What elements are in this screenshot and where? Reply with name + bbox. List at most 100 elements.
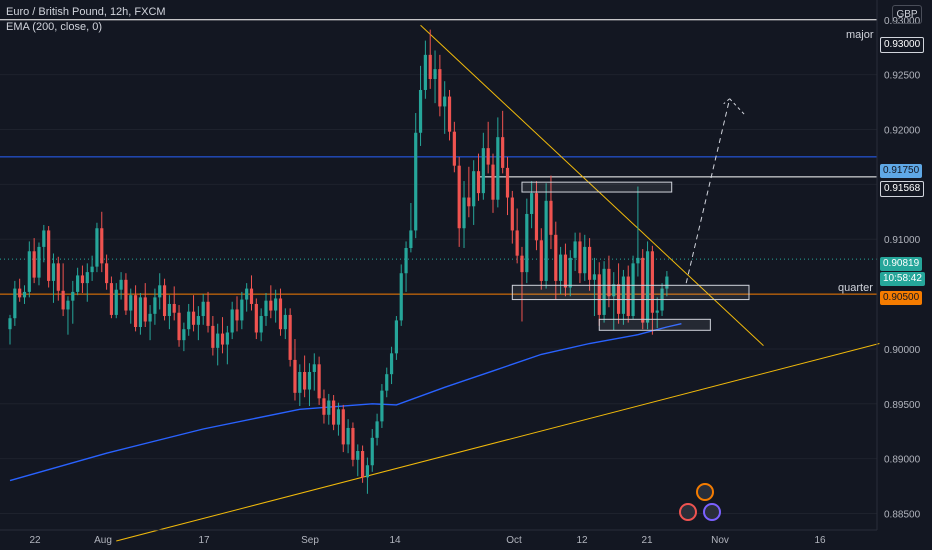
price-tick-label: 0.93000 [884,16,921,27]
candle-body-up [95,228,99,267]
candle-body-up [312,364,316,372]
candle-body-up [240,299,244,321]
zone-rectangle[interactable] [598,318,711,331]
zone-rectangle[interactable] [521,181,673,193]
candle-body-up [370,437,374,466]
candle-body-up [583,246,587,274]
candle-body-down [641,257,645,323]
candle-body-up [187,311,191,330]
candle-body-up [404,247,408,274]
price-tag-blue-level: 0.91750 [880,164,923,178]
projection-arrowhead[interactable] [723,98,730,105]
rectangle-zones[interactable] [511,181,750,331]
candle-body-up [380,390,384,422]
time-tick-label: Nov [711,535,729,546]
candle-body-down [520,255,524,273]
candle-body-up [365,465,370,478]
price-tag-white-level: 0.91568 [880,181,925,197]
projection-arrow[interactable] [685,98,745,284]
candle-body-up [66,300,70,310]
candle-body-up [496,137,500,200]
candle-body-down [501,137,505,168]
trendlines[interactable] [116,24,880,542]
symbol-title: Euro / British Pound, 12h, FXCM [6,6,166,18]
idea-icons[interactable] [679,483,721,521]
candle-body-down [254,303,258,333]
idea-avatar-icon[interactable] [679,503,697,521]
candle-body-down [534,193,539,241]
candle-body-down [235,309,239,321]
candle-body-up [51,263,56,281]
zone-rectangle[interactable] [511,284,750,301]
candle-body-down [278,298,283,330]
candle-body-up [665,276,669,289]
price-tick-label: 0.90000 [884,345,921,356]
candle-body-down [452,131,456,166]
candle-body-down [476,171,481,194]
candle-body-up [631,263,635,317]
candle-body-down [293,359,297,393]
price-tick-label: 0.91000 [884,235,921,246]
candle-body-up [158,285,162,298]
quarter-label: quarter [838,282,873,294]
idea-avatar-icon[interactable] [703,503,721,521]
horizontal-levels[interactable] [0,19,877,515]
candle-body-down [510,197,514,231]
candle-body-up [22,291,27,298]
candle-body-up [76,275,80,292]
candle-body-down [206,301,210,326]
time-tick-label: Oct [506,535,522,546]
time-tick-label: 17 [198,535,210,546]
candle-body-up [245,288,249,300]
trendline-descending[interactable] [420,24,764,347]
candle-body-down [539,240,543,281]
candle-body-down [549,200,553,235]
candle-body-up [298,371,302,393]
candle-body-up [573,241,577,258]
candle-body-down [554,234,558,281]
candle-body-down [607,268,611,297]
candle-body-down [317,364,321,399]
candle-body-up [346,427,350,445]
candle-body-up [389,353,394,375]
countdown-timer: 10:58:42 [880,272,925,286]
candle-body-down [105,263,109,284]
candle-body-up [42,230,46,247]
candle-body-up [462,197,466,229]
candle-body-down [177,312,181,341]
time-tick-label: 12 [576,535,588,546]
candle-body-up [356,450,360,460]
candle-body-up [375,421,379,438]
candle-body-down [18,288,22,298]
candle-body-up [525,213,529,273]
price-tick-label: 0.89000 [884,455,921,466]
candle-body-up [602,268,606,315]
price-tick-label: 0.92500 [884,71,921,82]
candle-body-up [129,295,133,311]
time-tick-label: 16 [814,535,826,546]
candle-body-up [336,409,341,425]
candle-body-up [148,313,152,322]
candle-body-up [114,289,118,315]
time-axis[interactable]: 22 Aug 17 Sep 14 Oct 12 21 Nov 16 [0,529,877,546]
indicator-legend[interactable]: EMA (200, close, 0) [6,21,102,33]
candle-body-down [172,303,176,313]
major-label: major [846,29,874,41]
idea-avatar-icon[interactable] [696,483,714,501]
ema-line [9,323,682,482]
time-tick-label: 14 [389,535,401,546]
candle-body-up [196,316,200,325]
trendline-ascending[interactable] [116,342,880,542]
currency-badge[interactable]: GBP [892,5,922,24]
candle-body-up [167,303,171,317]
candle-body-down [47,230,51,281]
candle-body-down [162,285,167,317]
projection-line[interactable] [685,98,731,284]
candle-body-down [80,275,85,284]
candle-body-up [481,148,485,194]
price-tag-major: 0.93000 [880,37,925,53]
candle-body-up [418,89,423,133]
candle-body-down [351,427,355,460]
